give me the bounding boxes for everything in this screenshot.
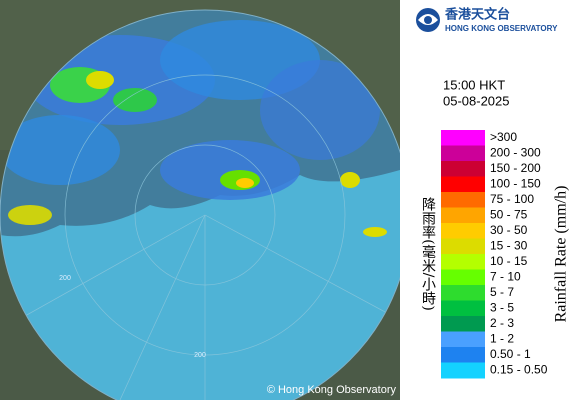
legend-label: 150 - 200 [490,161,541,175]
logo: 香港天文台 HONG KONG OBSERVATORY [416,6,558,33]
legend-label: 5 - 7 [490,285,514,299]
date: 05-08-2025 [443,93,510,108]
copyright: © Hong Kong Observatory [267,384,397,396]
legend-swatch [441,145,485,162]
legend-swatch [441,285,485,301]
legend-swatch [441,192,485,208]
legend-label: 75 - 100 [490,192,534,206]
legend-label: 0.50 - 1 [490,347,531,361]
legend-swatch [441,362,485,379]
logo-chinese: 香港天文台 [444,6,510,21]
legend-swatch [441,223,485,239]
legend-label: 100 - 150 [490,176,541,190]
legend-swatch [441,238,485,255]
logo-english: HONG KONG OBSERVATORY [445,24,558,33]
legend-title: Rainfall Rate (mm/h) [553,186,570,323]
legend-swatch [441,161,485,177]
legend-label: 200 - 300 [490,145,541,159]
legend-label: 1 - 2 [490,331,514,345]
legend-swatch [441,254,485,270]
legend-swatch [441,269,485,286]
legend-swatch [441,176,485,193]
legend-title-zh: 降雨率(毫米/小時) [420,197,436,311]
legend-swatch [441,130,485,146]
legend-label: 30 - 50 [490,223,528,237]
radar-map: 200 200 © Hong Kong Observatory [0,0,400,400]
legend-swatch [441,331,485,348]
legend-label: 50 - 75 [490,207,528,221]
range-label: 200 [59,275,71,282]
legend-label: 15 - 30 [490,238,528,252]
legend-label: >300 [490,130,517,144]
legend-swatch [441,300,485,317]
legend-label: 0.15 - 0.50 [490,362,548,376]
range-label: 200 [194,352,206,359]
time: 15:00 HKT [443,77,505,92]
legend-swatch [441,207,485,224]
legend-swatch [441,347,485,363]
side-panel [400,0,577,400]
legend-label: 10 - 15 [490,254,528,268]
legend-label: 7 - 10 [490,269,521,283]
legend-label: 2 - 3 [490,316,514,330]
legend-label: 3 - 5 [490,300,514,314]
legend-swatch [441,316,485,332]
